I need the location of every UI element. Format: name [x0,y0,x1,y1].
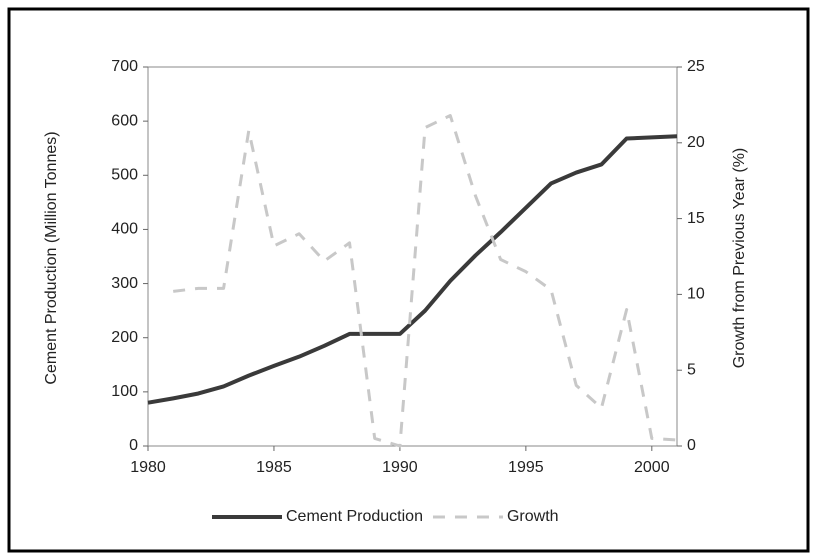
y-tick-label: 500 [111,167,138,184]
legend-label: Cement Production [286,508,423,525]
series-line [147,134,678,405]
frame [7,7,810,553]
y-tick-label: 400 [111,221,138,238]
y2-tick-label: 25 [687,58,705,75]
y-tick-label: 0 [129,437,138,454]
y-tick-label: 600 [111,112,138,129]
x-tick-label: 2000 [634,459,670,476]
x-tick-label: 1995 [508,459,544,476]
y2-tick-label: 20 [687,134,705,151]
y-tick-label: 100 [111,383,138,400]
y-tick-label: 200 [111,329,138,346]
y2-tick-label: 15 [687,210,705,227]
y2-tick-label: 5 [687,361,696,378]
plot-area [147,66,678,447]
y2-tick-label: 10 [687,286,705,303]
y-tick-label: 300 [111,275,138,292]
series-line [173,114,678,448]
y-tick-label: 700 [111,58,138,75]
y-axis-label: Cement Production (Million Tonnes) [43,131,60,384]
x-tick-label: 1990 [382,459,418,476]
x-tick-label: 1985 [256,459,292,476]
y2-axis-label: Growth from Previous Year (%) [731,148,748,369]
y2-tick-label: 0 [687,437,696,454]
x-tick-label: 1980 [130,459,166,476]
legend-label: Growth [507,508,559,525]
